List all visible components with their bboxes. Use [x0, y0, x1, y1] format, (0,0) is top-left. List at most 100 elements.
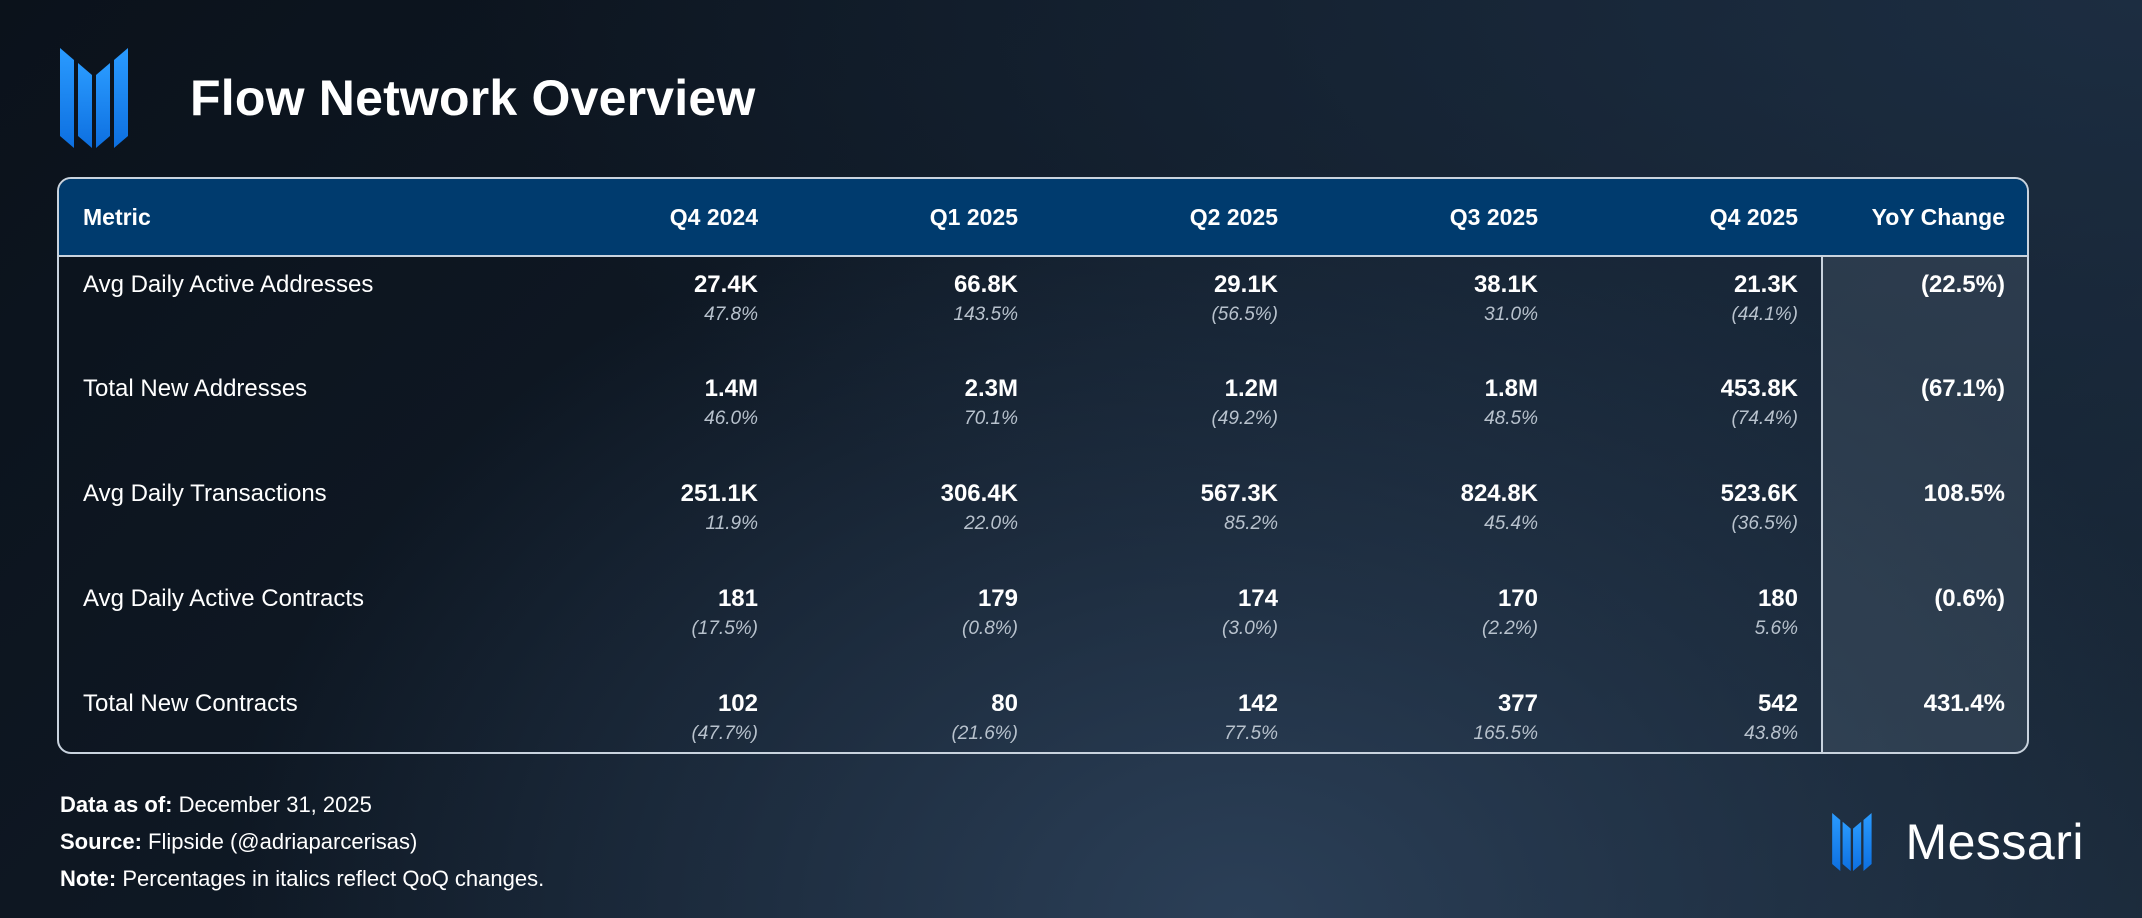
data-as-of-value: December 31, 2025	[178, 792, 372, 817]
cell-value: 29.1K	[1213, 271, 1278, 298]
cell-qoq-change: 43.8%	[1744, 723, 1798, 744]
source-label: Source:	[60, 829, 142, 854]
column-header: Metric	[59, 179, 522, 257]
source-note: Source: Flipside (@adriaparcerisas)	[60, 823, 544, 860]
metric-cell: Total New Addresses	[59, 361, 522, 466]
data-cell: 824.8K 45.4%	[1302, 466, 1562, 571]
data-cell: 38.1K 31.0%	[1302, 256, 1562, 361]
note-label: Note:	[60, 866, 117, 891]
messari-logo-icon	[60, 48, 128, 148]
data-cell: 1.2M (49.2%)	[1042, 361, 1302, 466]
cell-value: 1.4M	[704, 375, 758, 402]
cell-qoq-change: (2.2%)	[1482, 618, 1538, 639]
metric-cell: Avg Daily Active Contracts	[59, 571, 522, 676]
metrics-table: Metric Q4 2024 Q1 2025 Q2 2025 Q3 2025 Q…	[59, 179, 2027, 752]
cell-qoq-change: 45.4%	[1484, 513, 1538, 534]
cell-value: 523.6K	[1720, 480, 1798, 507]
cell-qoq-change: (74.4%)	[1731, 408, 1798, 429]
data-cell: 567.3K 85.2%	[1042, 466, 1302, 571]
cell-value: 80	[991, 690, 1018, 717]
metric-name: Total New Addresses	[83, 375, 308, 402]
cell-qoq-change: 165.5%	[1473, 723, 1538, 744]
data-cell: 102 (47.7%)	[522, 676, 782, 752]
cell-value: 453.8K	[1720, 375, 1798, 402]
metric-cell: Avg Daily Active Addresses	[59, 256, 522, 361]
metric-cell: Total New Contracts	[59, 676, 522, 752]
metrics-table-card: Metric Q4 2024 Q1 2025 Q2 2025 Q3 2025 Q…	[57, 177, 2029, 754]
cell-qoq-change: 47.8%	[704, 304, 758, 325]
yoy-value: 431.4%	[1923, 690, 2005, 717]
data-cell: 2.3M 70.1%	[782, 361, 1042, 466]
column-header: Q4 2025	[1562, 179, 1822, 257]
source-value: Flipside (@adriaparcerisas)	[148, 829, 418, 854]
yoy-value: (0.6%)	[1934, 585, 2005, 612]
page-header: Flow Network Overview	[58, 48, 755, 148]
cell-value: 21.3K	[1733, 271, 1798, 298]
cell-qoq-change: (3.0%)	[1222, 618, 1278, 639]
data-cell: 377 165.5%	[1302, 676, 1562, 752]
cell-value: 102	[717, 690, 758, 717]
cell-qoq-change: 22.0%	[964, 513, 1018, 534]
cell-qoq-change: (17.5%)	[691, 618, 758, 639]
cell-qoq-change: 143.5%	[953, 304, 1018, 325]
metric-name: Avg Daily Active Contracts	[83, 585, 365, 612]
data-cell: 1.4M 46.0%	[522, 361, 782, 466]
note-value: Percentages in italics reflect QoQ chang…	[122, 866, 545, 891]
cell-value: 66.8K	[953, 271, 1018, 298]
cell-qoq-change: 11.9%	[705, 513, 758, 534]
data-cell: 523.6K (36.5%)	[1562, 466, 1822, 571]
cell-value: 542	[1757, 690, 1798, 717]
table-row: Avg Daily Active Addresses 27.4K 47.8% 66…	[59, 256, 2027, 361]
yoy-column-divider	[1821, 179, 1823, 752]
yoy-cell: 431.4%	[1822, 676, 2027, 752]
column-header: Q1 2025	[782, 179, 1042, 257]
cell-value: 179	[977, 585, 1018, 612]
cell-value: 306.4K	[940, 480, 1018, 507]
cell-qoq-change: 77.5%	[1224, 723, 1278, 744]
cell-value: 174	[1237, 585, 1278, 612]
metric-name: Avg Daily Active Addresses	[83, 271, 374, 298]
table-header-row: Metric Q4 2024 Q1 2025 Q2 2025 Q3 2025 Q…	[59, 179, 2027, 257]
cell-value: 180	[1757, 585, 1798, 612]
table-row: Avg Daily Transactions 251.1K 11.9% 306.4…	[59, 466, 2027, 571]
cell-qoq-change: (44.1%)	[1731, 304, 1798, 325]
cell-qoq-change: (0.8%)	[962, 618, 1018, 639]
data-cell: 27.4K 47.8%	[522, 256, 782, 361]
metric-cell: Avg Daily Transactions	[59, 466, 522, 571]
metric-name: Avg Daily Transactions	[83, 480, 327, 507]
messari-brand-icon	[1832, 813, 1873, 871]
note: Note: Percentages in italics reflect QoQ…	[60, 860, 544, 897]
column-header: YoY Change	[1822, 179, 2027, 257]
brand-logo: Messari	[1831, 812, 2084, 872]
yoy-cell: 108.5%	[1822, 466, 2027, 571]
column-header: Q4 2024	[522, 179, 782, 257]
footnotes: Data as of: December 31, 2025 Source: Fl…	[60, 786, 544, 897]
data-as-of-label: Data as of:	[60, 792, 173, 817]
cell-value: 2.3M	[964, 375, 1018, 402]
cell-value: 142	[1237, 690, 1278, 717]
table-row: Total New Contracts 102 (47.7%) 80 (21.6%)…	[59, 676, 2027, 752]
cell-value: 181	[717, 585, 758, 612]
data-cell: 179 (0.8%)	[782, 571, 1042, 676]
cell-value: 824.8K	[1460, 480, 1538, 507]
data-cell: 66.8K 143.5%	[782, 256, 1042, 361]
data-cell: 1.8M 48.5%	[1302, 361, 1562, 466]
cell-value: 1.2M	[1224, 375, 1278, 402]
metric-name: Total New Contracts	[83, 690, 298, 717]
cell-value: 251.1K	[680, 480, 758, 507]
cell-qoq-change: 5.6%	[1754, 618, 1798, 639]
data-cell: 181 (17.5%)	[522, 571, 782, 676]
data-cell: 29.1K (56.5%)	[1042, 256, 1302, 361]
cell-value: 1.8M	[1484, 375, 1538, 402]
data-cell: 170 (2.2%)	[1302, 571, 1562, 676]
cell-qoq-change: 85.2%	[1224, 513, 1278, 534]
data-cell: 251.1K 11.9%	[522, 466, 782, 571]
yoy-cell: (22.5%)	[1822, 256, 2027, 361]
cell-qoq-change: (21.6%)	[951, 723, 1018, 744]
brand-name: Messari	[1905, 814, 2084, 870]
data-cell: 142 77.5%	[1042, 676, 1302, 752]
cell-value: 170	[1497, 585, 1538, 612]
table-row: Avg Daily Active Contracts 181 (17.5%) 17…	[59, 571, 2027, 676]
cell-qoq-change: (36.5%)	[1731, 513, 1798, 534]
cell-value: 38.1K	[1473, 271, 1538, 298]
